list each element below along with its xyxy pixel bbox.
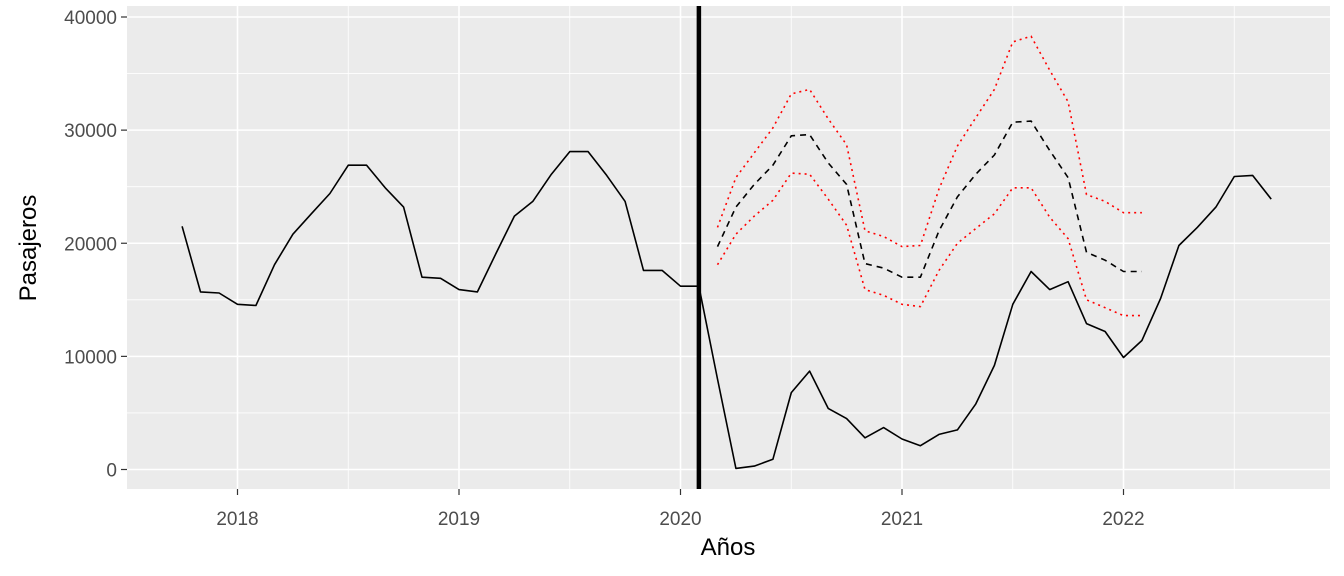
y-tick-label: 10000 (64, 347, 117, 368)
y-axis: 0 10000 20000 30000 40000 (64, 8, 127, 482)
y-tick-label: 30000 (64, 121, 117, 142)
x-axis: 2018 2019 2020 2021 2022 (216, 489, 1145, 530)
series-line-4-dotted (716, 172, 1142, 317)
series-line-1-solid (181, 150, 1272, 470)
x-tick-label: 2019 (438, 509, 480, 530)
x-tick-label: 2018 (216, 509, 258, 530)
y-axis-title: Pasajeros (15, 195, 42, 302)
y-tick-label: 40000 (64, 8, 117, 29)
series-layer (181, 35, 1272, 470)
series-line-2-dashed (716, 120, 1142, 279)
grid-minor (127, 6, 1330, 489)
y-tick-label: 20000 (64, 234, 117, 255)
plot-panel (127, 6, 1330, 489)
x-tick-label: 2020 (659, 509, 701, 530)
x-axis-title: Años (701, 534, 756, 561)
y-tick-label: 0 (106, 461, 117, 482)
grid-major (127, 6, 1330, 489)
x-tick-label: 2022 (1102, 509, 1144, 530)
x-tick-label: 2021 (881, 509, 923, 530)
series-line-3-dotted (716, 35, 1142, 248)
